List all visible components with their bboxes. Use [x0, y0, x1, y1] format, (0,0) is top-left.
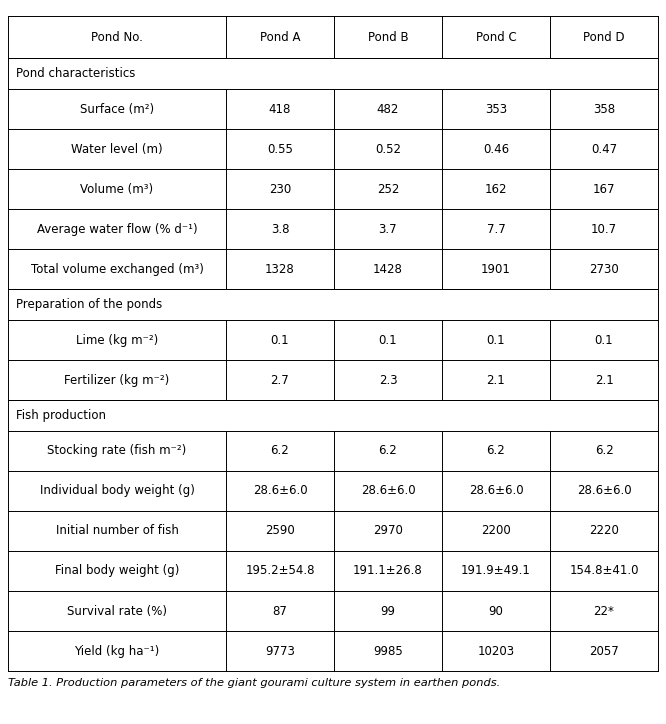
Text: 6.2: 6.2: [487, 445, 505, 458]
Text: 0.52: 0.52: [375, 143, 401, 156]
Text: 6.2: 6.2: [270, 445, 289, 458]
Text: 3.8: 3.8: [270, 223, 289, 236]
Text: Pond No.: Pond No.: [91, 30, 143, 43]
Text: 252: 252: [377, 182, 399, 195]
Text: Pond characteristics: Pond characteristics: [16, 67, 135, 80]
Text: Fish production: Fish production: [16, 409, 106, 422]
Text: 2057: 2057: [589, 644, 619, 657]
Text: Table 1. Production parameters of the giant gourami culture system in earthen po: Table 1. Production parameters of the gi…: [8, 678, 500, 688]
Text: 2730: 2730: [589, 263, 619, 276]
Text: 99: 99: [380, 605, 396, 618]
Text: 1901: 1901: [481, 263, 511, 276]
Text: 418: 418: [269, 103, 291, 116]
Text: Volume (m³): Volume (m³): [81, 182, 154, 195]
Text: 1428: 1428: [373, 263, 403, 276]
Text: 2200: 2200: [481, 524, 511, 537]
Text: 87: 87: [272, 605, 288, 618]
Text: Average water flow (% d⁻¹): Average water flow (% d⁻¹): [37, 223, 197, 236]
Text: 358: 358: [593, 103, 615, 116]
Text: Surface (m²): Surface (m²): [80, 103, 154, 116]
Text: 191.1±26.8: 191.1±26.8: [353, 565, 423, 578]
Text: 0.47: 0.47: [591, 143, 617, 156]
Text: 162: 162: [485, 182, 507, 195]
Text: 9985: 9985: [373, 644, 403, 657]
Text: Stocking rate (fish m⁻²): Stocking rate (fish m⁻²): [47, 445, 186, 458]
Text: Final body weight (g): Final body weight (g): [55, 565, 179, 578]
Text: 0.46: 0.46: [483, 143, 509, 156]
Text: Pond D: Pond D: [583, 30, 625, 43]
Text: 2590: 2590: [265, 524, 295, 537]
Text: 154.8±41.0: 154.8±41.0: [569, 565, 639, 578]
Text: 7.7: 7.7: [487, 223, 505, 236]
Text: Fertilizer (kg m⁻²): Fertilizer (kg m⁻²): [65, 374, 170, 387]
Text: 353: 353: [485, 103, 507, 116]
Text: 0.55: 0.55: [267, 143, 293, 156]
Text: 482: 482: [377, 103, 399, 116]
Text: 28.6±6.0: 28.6±6.0: [252, 484, 307, 497]
Text: 28.6±6.0: 28.6±6.0: [469, 484, 523, 497]
Text: 9773: 9773: [265, 644, 295, 657]
Text: 167: 167: [593, 182, 615, 195]
Text: 0.1: 0.1: [595, 334, 613, 347]
Text: 10203: 10203: [478, 644, 515, 657]
Text: Survival rate (%): Survival rate (%): [67, 605, 167, 618]
Text: 195.2±54.8: 195.2±54.8: [245, 565, 315, 578]
Text: Water level (m): Water level (m): [71, 143, 163, 156]
Text: 90: 90: [489, 605, 503, 618]
Text: 191.9±49.1: 191.9±49.1: [461, 565, 531, 578]
Text: Initial number of fish: Initial number of fish: [55, 524, 178, 537]
Text: 0.1: 0.1: [487, 334, 505, 347]
Text: 28.6±6.0: 28.6±6.0: [577, 484, 631, 497]
Text: 0.1: 0.1: [379, 334, 398, 347]
Text: 3.7: 3.7: [379, 223, 398, 236]
Text: 6.2: 6.2: [378, 445, 398, 458]
Text: Individual body weight (g): Individual body weight (g): [39, 484, 194, 497]
Text: 28.6±6.0: 28.6±6.0: [361, 484, 416, 497]
Text: 0.1: 0.1: [270, 334, 289, 347]
Text: Lime (kg m⁻²): Lime (kg m⁻²): [76, 334, 158, 347]
Text: 2.1: 2.1: [487, 374, 505, 387]
Text: 2.3: 2.3: [379, 374, 398, 387]
Text: Preparation of the ponds: Preparation of the ponds: [16, 298, 163, 311]
Text: 2.7: 2.7: [270, 374, 289, 387]
Text: 10.7: 10.7: [591, 223, 617, 236]
Text: 1328: 1328: [265, 263, 295, 276]
Text: Pond C: Pond C: [476, 30, 516, 43]
Text: 6.2: 6.2: [595, 445, 613, 458]
Text: 2.1: 2.1: [595, 374, 613, 387]
Text: 22*: 22*: [593, 605, 615, 618]
Text: 230: 230: [269, 182, 291, 195]
Text: 2220: 2220: [589, 524, 619, 537]
Text: Total volume exchanged (m³): Total volume exchanged (m³): [31, 263, 203, 276]
Text: Yield (kg ha⁻¹): Yield (kg ha⁻¹): [75, 644, 160, 657]
Text: Pond B: Pond B: [368, 30, 408, 43]
Text: Pond A: Pond A: [260, 30, 300, 43]
Text: 2970: 2970: [373, 524, 403, 537]
